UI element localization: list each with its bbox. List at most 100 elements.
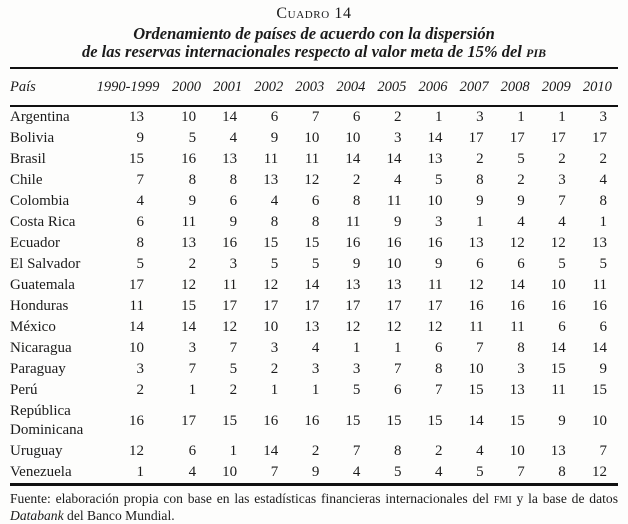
value-cell: 17	[427, 298, 443, 314]
value-cell: 11	[304, 151, 320, 167]
value-cell: 15	[181, 298, 197, 314]
table-row: Uruguay 12 6 1 14 2 7 8 2 4 10 13 7	[10, 441, 618, 462]
value-cell: 13	[304, 319, 320, 335]
value-cell: 17	[129, 277, 144, 293]
value-cell: 5	[229, 361, 238, 377]
value-cell: 8	[435, 361, 443, 377]
value-cell: 14	[427, 130, 443, 146]
value-cell: 1	[435, 109, 443, 125]
value-cell: 1	[599, 214, 608, 230]
value-cell: 9	[476, 193, 484, 209]
value-cell: 9	[558, 412, 566, 429]
value-cell: 5	[517, 151, 525, 167]
table-row: Venezuela 1 4 10 7 9 4 5 4 5 7 8 12	[10, 462, 618, 485]
value-cell: 2	[599, 151, 608, 167]
value-cell: 8	[517, 340, 525, 356]
value-cell: 14	[222, 109, 238, 125]
col-header-2005: 2005	[371, 68, 413, 107]
col-header-2007: 2007	[453, 68, 495, 107]
value-cell: 15	[345, 412, 361, 429]
value-cell: 15	[509, 412, 525, 429]
value-cell: 1	[393, 340, 402, 356]
value-cell: 3	[311, 361, 320, 377]
value-cell: 8	[270, 214, 279, 230]
value-cell: 17	[592, 130, 607, 146]
value-cell: 7	[517, 464, 525, 480]
value-cell: 13	[427, 151, 443, 167]
value-cell: 10	[304, 130, 320, 146]
country-cell: Bolivia	[10, 130, 55, 146]
value-cell: 16	[181, 151, 197, 167]
value-cell: 14	[181, 319, 197, 335]
value-cell: 7	[599, 443, 608, 459]
value-cell: 14	[592, 340, 607, 356]
country-cell: Colombia	[10, 193, 70, 209]
value-cell: 9	[188, 193, 197, 209]
value-cell: 9	[393, 214, 402, 230]
value-cell: 11	[551, 382, 566, 398]
source-text: Fuente: elaboración propia con base en l…	[10, 491, 494, 506]
country-cell: República Dominicana	[10, 403, 84, 438]
table-row: El Salvador 5 2 3 5 5 9 10 9 6 6 5 5	[10, 254, 618, 275]
value-cell: 9	[517, 193, 525, 209]
fmi-acronym: fmi	[493, 491, 512, 506]
value-cell: 11	[592, 277, 607, 293]
value-cell: 17	[304, 298, 320, 314]
value-cell: 11	[263, 151, 279, 167]
value-cell: 13	[468, 235, 484, 251]
value-cell: 1	[517, 109, 525, 125]
subtitle-line-2-text: de las reservas internacionales respecto…	[81, 42, 527, 61]
value-cell: 8	[229, 172, 238, 188]
value-cell: 4	[188, 464, 197, 480]
value-cell: 5	[558, 256, 566, 272]
value-cell: 4	[558, 214, 566, 230]
value-cell: 4	[136, 193, 145, 209]
value-cell: 8	[352, 193, 361, 209]
value-cell: 16	[592, 298, 607, 314]
country-cell: Venezuela	[10, 464, 72, 480]
value-cell: 6	[558, 319, 566, 335]
col-header-2002: 2002	[248, 68, 290, 107]
value-cell: 9	[270, 130, 279, 146]
value-cell: 17	[345, 298, 361, 314]
value-cell: 16	[386, 235, 402, 251]
country-cell: Guatemala	[10, 277, 75, 293]
value-cell: 5	[311, 256, 320, 272]
value-cell: 10	[345, 130, 361, 146]
value-cell: 2	[476, 151, 484, 167]
value-cell: 10	[468, 361, 484, 377]
value-cell: 16	[222, 235, 238, 251]
value-cell: 17	[468, 130, 484, 146]
value-cell: 5	[270, 256, 279, 272]
value-cell: 11	[345, 214, 361, 230]
value-cell: 17	[263, 298, 279, 314]
value-cell: 12	[550, 235, 566, 251]
value-cell: 16	[129, 412, 144, 429]
col-header-2009: 2009	[535, 68, 577, 107]
value-cell: 9	[136, 130, 145, 146]
value-cell: 14	[129, 319, 144, 335]
value-cell: 9	[599, 361, 608, 377]
value-cell: 4	[311, 340, 320, 356]
value-cell: 5	[476, 464, 484, 480]
country-cell: Paraguay	[10, 361, 66, 377]
value-cell: 15	[222, 412, 238, 429]
value-cell: 3	[599, 109, 608, 125]
value-cell: 11	[510, 319, 525, 335]
table-row: Perú 2 1 2 1 1 5 6 7 15 13 11 15	[10, 380, 618, 401]
subtitle-line-1: Ordenamiento de países de acuerdo con la…	[133, 24, 495, 43]
value-cell: 6	[476, 256, 484, 272]
value-cell: 4	[435, 464, 443, 480]
subtitle-line-2: de las reservas internacionales respecto…	[10, 43, 618, 61]
table-row: Bolivia 9 5 4 9 10 10 3 14 17 17 17 17	[10, 128, 618, 149]
value-cell: 12	[129, 443, 144, 459]
country-cell: Argentina	[10, 109, 70, 125]
value-cell: 6	[229, 193, 238, 209]
value-cell: 6	[311, 193, 320, 209]
value-cell: 2	[435, 443, 443, 459]
value-cell: 3	[188, 340, 197, 356]
country-cell: Uruguay	[10, 443, 63, 459]
value-cell: 4	[517, 214, 525, 230]
value-cell: 10	[509, 443, 525, 459]
value-cell: 13	[550, 443, 566, 459]
